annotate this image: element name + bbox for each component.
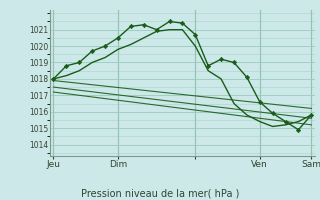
Text: Pression niveau de la mer( hPa ): Pression niveau de la mer( hPa ) [81, 188, 239, 198]
